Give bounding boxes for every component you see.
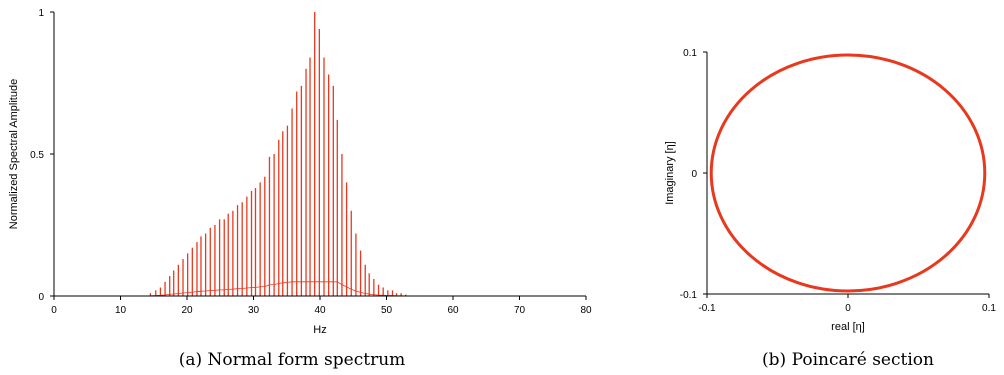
orbit-curve: [709, 53, 987, 293]
x-tick-label: 10: [115, 305, 127, 316]
x-tick-label: 0: [51, 305, 57, 316]
x-tick-label: 0: [845, 303, 851, 314]
y-ticks: 00.51: [30, 8, 54, 303]
poincare-orbit: [709, 53, 987, 293]
x-tick-label: 20: [181, 305, 193, 316]
x-tick-label: 50: [381, 305, 393, 316]
y-tick-label: 0.1: [683, 48, 697, 59]
panel-b: -0.1 0 0.1 -0.1 0 0.1 real [η] Imaginary [η]…: [664, 48, 996, 370]
x-ticks: 0 10 20 30 40 50 60 70 80: [51, 296, 592, 316]
y-axis-label: Imaginary [η]: [664, 141, 676, 205]
y-tick-label: 1: [38, 8, 44, 19]
x-tick-label: 60: [447, 305, 459, 316]
y-tick-label: 0: [38, 292, 44, 303]
spectrum-bars: [149, 12, 407, 297]
y-axis-label: Normalized Spectral Amplitude: [8, 79, 20, 229]
x-axis-label: Hz: [313, 324, 326, 336]
x-tick-label: 70: [514, 305, 526, 316]
x-tick-label: 30: [248, 305, 260, 316]
x-ticks: -0.1 0 0.1: [698, 294, 996, 314]
y-tick-label: 0.5: [30, 150, 44, 161]
x-axis-label: real [η]: [831, 321, 865, 333]
spectrum-floor: [150, 281, 406, 297]
y-ticks: -0.1 0 0.1: [680, 48, 707, 301]
y-tick-label: 0: [691, 169, 697, 180]
x-tick-label: 40: [314, 305, 326, 316]
x-tick-label: -0.1: [698, 303, 716, 314]
y-tick-label: -0.1: [680, 290, 698, 301]
x-tick-label: 0.1: [982, 303, 996, 314]
panel-a: 0 10 20 30 40 50 60 70 80 00.51 Hz Normalized Sp…: [8, 8, 592, 370]
caption-b: (b) Poincaré section: [762, 350, 934, 370]
caption-a: (a) Normal form spectrum: [179, 350, 406, 370]
x-tick-label: 80: [580, 305, 592, 316]
